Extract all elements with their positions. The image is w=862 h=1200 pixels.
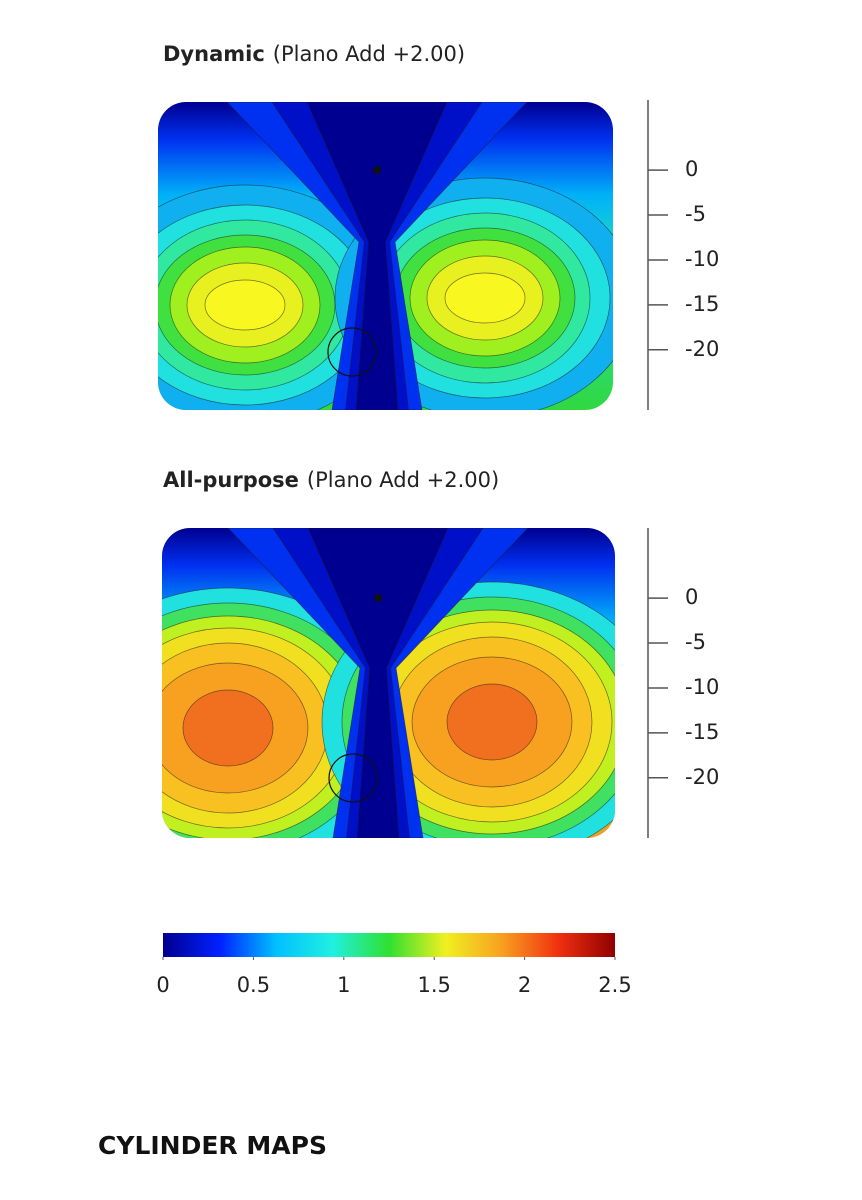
colorbar-tick-label: 0	[156, 973, 169, 997]
panel-subtitle: (Plano Add +2.00)	[307, 468, 499, 492]
contour-band	[204, 279, 286, 331]
y-tick-label: -5	[685, 202, 706, 226]
y-tick-label: 0	[685, 157, 698, 181]
contour-band	[446, 683, 538, 761]
y-tick-label: -20	[685, 337, 719, 361]
y-tick-label: -10	[685, 675, 719, 699]
panel-title: Dynamic	[163, 42, 265, 66]
contour-map	[158, 102, 613, 410]
y-tick-label: -5	[685, 630, 706, 654]
y-tick-label: 0	[685, 585, 698, 609]
fitting-cross	[374, 594, 382, 602]
contour-band	[306, 102, 448, 410]
colorbar-tick-label: 1.5	[417, 973, 450, 997]
panel-title: All-purpose	[163, 468, 299, 492]
panel-subtitle: (Plano Add +2.00)	[273, 42, 465, 66]
y-tick-label: -15	[685, 720, 719, 744]
y-tick-label: -20	[685, 765, 719, 789]
contour-band	[444, 272, 526, 324]
contour-map	[162, 528, 615, 838]
contour-band	[307, 528, 449, 838]
colorbar-tick-label: 2.5	[598, 973, 631, 997]
colorbar	[163, 933, 615, 957]
near-circle	[327, 327, 377, 377]
near-circle	[328, 753, 378, 803]
colorbar-tick-label: 1	[337, 973, 350, 997]
y-tick-label: -15	[685, 292, 719, 316]
colorbar-tick-label: 2	[518, 973, 531, 997]
contour-band	[182, 689, 274, 767]
fitting-cross	[373, 166, 381, 174]
colorbar-tick-label: 0.5	[237, 973, 270, 997]
caption: CYLINDER MAPS	[98, 1131, 327, 1160]
y-tick-label: -10	[685, 247, 719, 271]
